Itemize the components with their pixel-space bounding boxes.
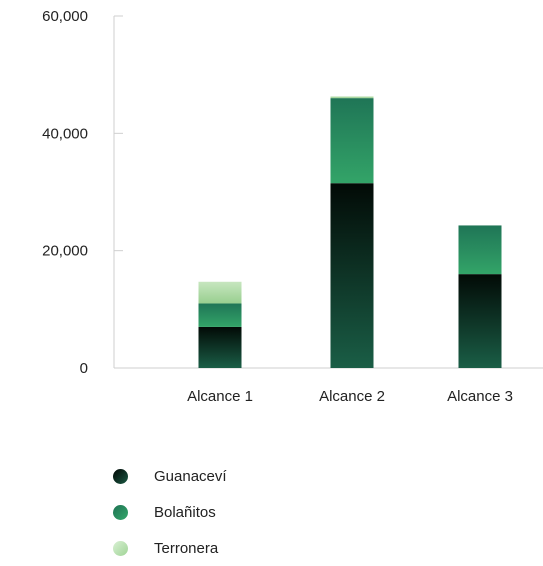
bar-segment[interactable] <box>198 326 242 368</box>
x-tick-label: Alcance 3 <box>447 388 513 405</box>
bar-segment[interactable] <box>330 96 374 99</box>
bar-segment[interactable] <box>458 225 502 275</box>
x-tick-label: Alcance 1 <box>187 388 253 405</box>
bar-segment[interactable] <box>198 303 242 327</box>
x-tick-label: Alcance 2 <box>319 388 385 405</box>
legend-swatch-guanacevi <box>113 468 128 484</box>
legend-item-guanacevi[interactable]: Guanaceví <box>113 458 227 494</box>
stacked-bar-chart: 0 20,000 40,000 60,000 Alcance 1 Alcance 2 Alc… <box>42 8 543 405</box>
y-tick-label: 0 <box>80 360 88 377</box>
y-tick-label: 20,000 <box>42 243 88 260</box>
legend-item-terronera[interactable]: Terronera <box>113 530 227 566</box>
bar-segment[interactable] <box>330 183 374 368</box>
legend-item-bolanitos[interactable]: Bolañitos <box>113 494 227 530</box>
bar-segment[interactable] <box>330 98 374 184</box>
y-tick-label: 60,000 <box>42 8 88 25</box>
y-tick-label: 40,000 <box>42 125 88 142</box>
legend-label-bolanitos: Bolañitos <box>154 503 216 521</box>
legend-swatch-terronera <box>113 540 128 556</box>
chart-labels: 0 20,000 40,000 60,000 Alcance 1 Alcance 2 Alc… <box>42 8 513 405</box>
legend-label-terronera: Terronera <box>154 539 219 557</box>
chart-legend: Guanaceví Bolañitos Terronera <box>113 458 227 566</box>
legend-label-guanacevi: Guanaceví <box>154 467 227 485</box>
legend-swatch-bolanitos <box>113 504 128 520</box>
chart-bars <box>198 96 502 368</box>
bar-segment[interactable] <box>198 281 242 304</box>
bar-segment[interactable] <box>458 274 502 368</box>
